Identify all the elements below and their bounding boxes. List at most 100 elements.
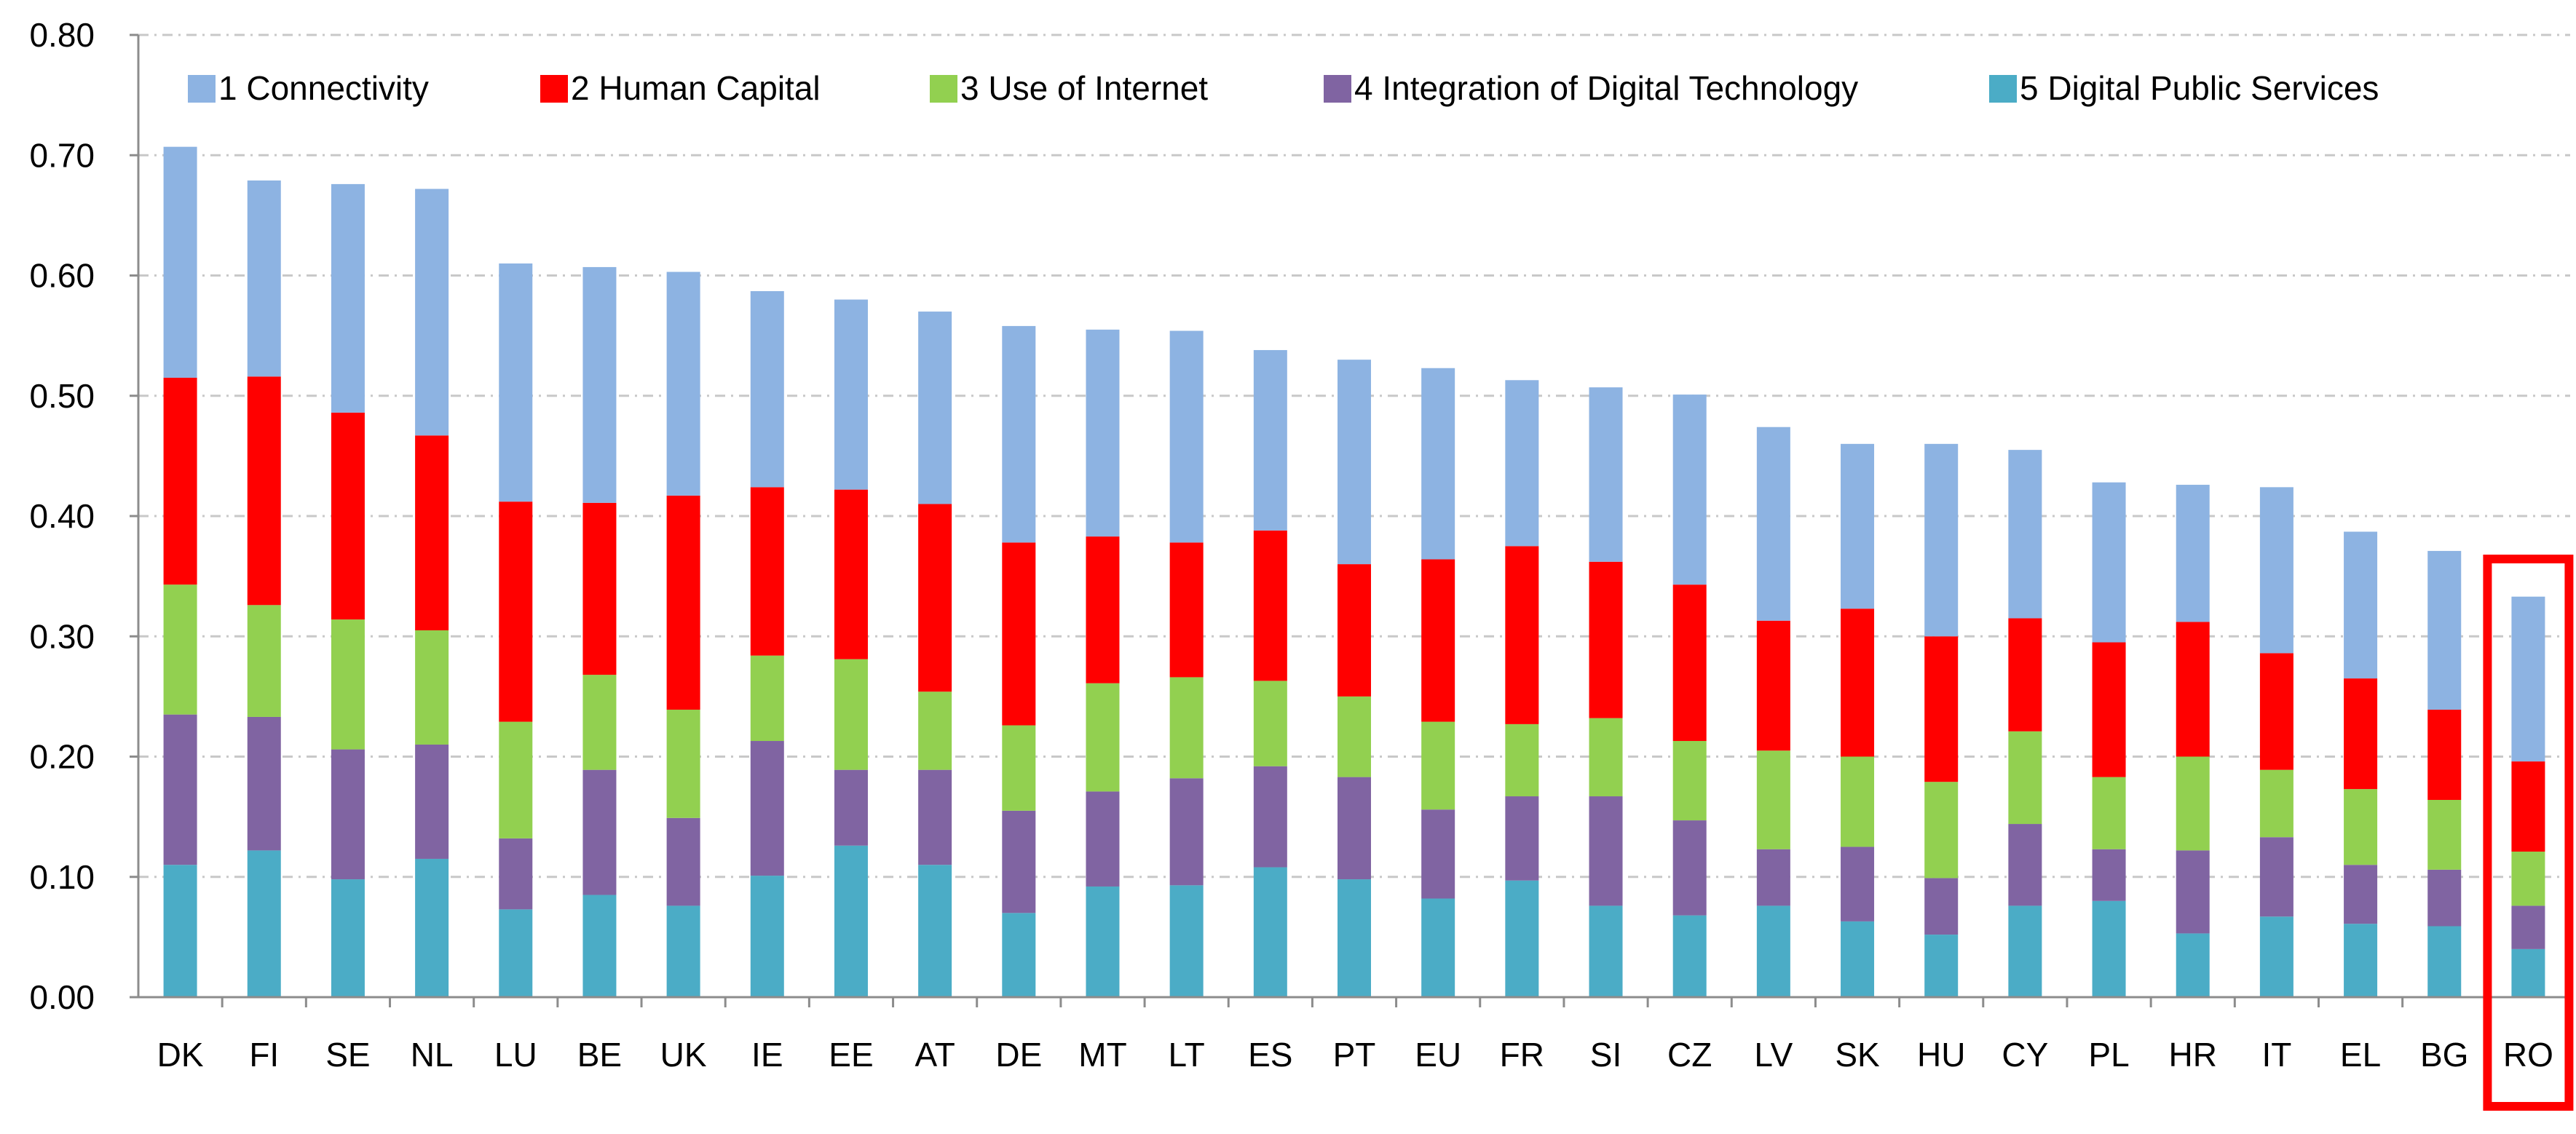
- y-tick-label: 0.70: [29, 136, 95, 174]
- bar-segment: [1002, 542, 1036, 726]
- bar-segment: [2092, 642, 2126, 777]
- bar-segment: [499, 263, 533, 502]
- x-tick-label: HR: [2168, 1036, 2216, 1074]
- x-tick-label: CY: [2002, 1036, 2048, 1074]
- bar-segment: [1756, 427, 1790, 621]
- bar-segment: [1253, 681, 1287, 766]
- bar-segment: [1589, 796, 1623, 906]
- x-tick-label: ES: [1248, 1036, 1292, 1074]
- bar-segment: [415, 189, 449, 436]
- bar-segment: [2176, 850, 2210, 934]
- bar-segment: [2008, 618, 2042, 731]
- x-tick-label: LV: [1754, 1036, 1793, 1074]
- bar-segment: [666, 905, 700, 997]
- x-tick-label: EL: [2340, 1036, 2381, 1074]
- bar-segment: [1169, 885, 1204, 997]
- bar-segment: [1505, 380, 1539, 547]
- bar-segment: [2259, 653, 2293, 770]
- bar-segment: [918, 769, 952, 865]
- x-tick-label: MT: [1078, 1036, 1126, 1074]
- bar-segment: [1421, 721, 1455, 810]
- bar-segment: [1589, 387, 1623, 562]
- bar-segment: [247, 180, 281, 377]
- bar-segment: [1002, 913, 1036, 997]
- bar-segment: [2008, 905, 2042, 997]
- legend-swatch: [540, 75, 568, 103]
- y-tick-label: 0.30: [29, 617, 95, 655]
- x-tick-label: LU: [494, 1036, 537, 1074]
- highlight-box: [2483, 555, 2574, 1111]
- bar-segment: [750, 487, 784, 656]
- bar-segment: [582, 266, 617, 503]
- bar-segment: [918, 865, 952, 997]
- bar-segment: [2427, 710, 2462, 800]
- bar-segment: [1338, 879, 1371, 997]
- x-tick-label: SE: [325, 1036, 370, 1074]
- legend-label: 3 Use of Internet: [960, 69, 1208, 107]
- bar-segment: [582, 895, 617, 997]
- x-tick-label: BE: [577, 1036, 622, 1074]
- bar-segment: [1924, 636, 1959, 782]
- legend-label: 4 Integration of Digital Technology: [1354, 69, 1858, 107]
- bar-segment: [247, 376, 281, 606]
- bar-segment: [1169, 778, 1204, 886]
- bar-segment: [1841, 443, 1875, 609]
- x-tick-label: EE: [829, 1036, 873, 1074]
- bar-segment: [834, 769, 868, 846]
- bar-segment: [415, 435, 449, 630]
- bar-segment: [2092, 849, 2126, 901]
- bar-segment: [1253, 530, 1287, 681]
- bar-segment: [1169, 542, 1204, 678]
- bar-segment: [1589, 905, 1623, 997]
- bar-segment: [2259, 487, 2293, 654]
- bar-segment: [1841, 756, 1875, 847]
- bar-segment: [834, 489, 868, 659]
- bar-segment: [1505, 796, 1539, 881]
- x-tick-label: FR: [1500, 1036, 1544, 1074]
- bar-segment: [918, 312, 952, 504]
- bar-segment: [1924, 782, 1959, 879]
- bar-segment: [499, 501, 533, 722]
- bar-segment: [1672, 915, 1707, 997]
- legend-swatch: [930, 75, 957, 103]
- bar-segment: [1756, 905, 1790, 997]
- bar-segment: [834, 299, 868, 490]
- bar-segment: [2092, 900, 2126, 997]
- bar-segment: [1253, 766, 1287, 868]
- bar-segment: [1841, 921, 1875, 997]
- legend: 1 Connectivity 2 Human Capital 3 Use of In…: [188, 69, 2379, 107]
- bar-segment: [666, 271, 700, 496]
- y-tick-label: 0.80: [29, 16, 95, 54]
- bar-segment: [1589, 718, 1623, 797]
- bar-segment: [666, 710, 700, 818]
- bar-segment: [163, 146, 197, 378]
- bar-segment: [2427, 550, 2462, 710]
- legend-label: 1 Connectivity: [218, 69, 429, 107]
- bar-segment: [1672, 584, 1707, 742]
- bar-segment: [1086, 886, 1120, 997]
- bar-segment: [582, 769, 617, 895]
- bar-segment: [163, 865, 197, 997]
- bar-segment: [1924, 878, 1959, 935]
- bar-segment: [1338, 360, 1371, 565]
- bar-segment: [2259, 916, 2293, 997]
- bar-segment: [2511, 596, 2545, 762]
- bar-segment: [2176, 485, 2210, 622]
- bar-segment: [1002, 810, 1036, 913]
- bar-segment: [1756, 620, 1790, 751]
- bar-segment: [2344, 678, 2378, 790]
- bar-segment: [1169, 330, 1204, 543]
- x-tick-label: NL: [411, 1036, 454, 1074]
- bar-segment: [918, 691, 952, 770]
- bar-segment: [1672, 741, 1707, 821]
- bar-segment: [1421, 368, 1455, 560]
- bar-segment: [2511, 852, 2545, 906]
- bar-segment: [918, 504, 952, 692]
- y-tick-label: 0.00: [29, 978, 95, 1016]
- bar-segment: [750, 290, 784, 488]
- x-tick-label: DK: [157, 1036, 204, 1074]
- bar-segment: [499, 721, 533, 838]
- bar-segment: [163, 714, 197, 865]
